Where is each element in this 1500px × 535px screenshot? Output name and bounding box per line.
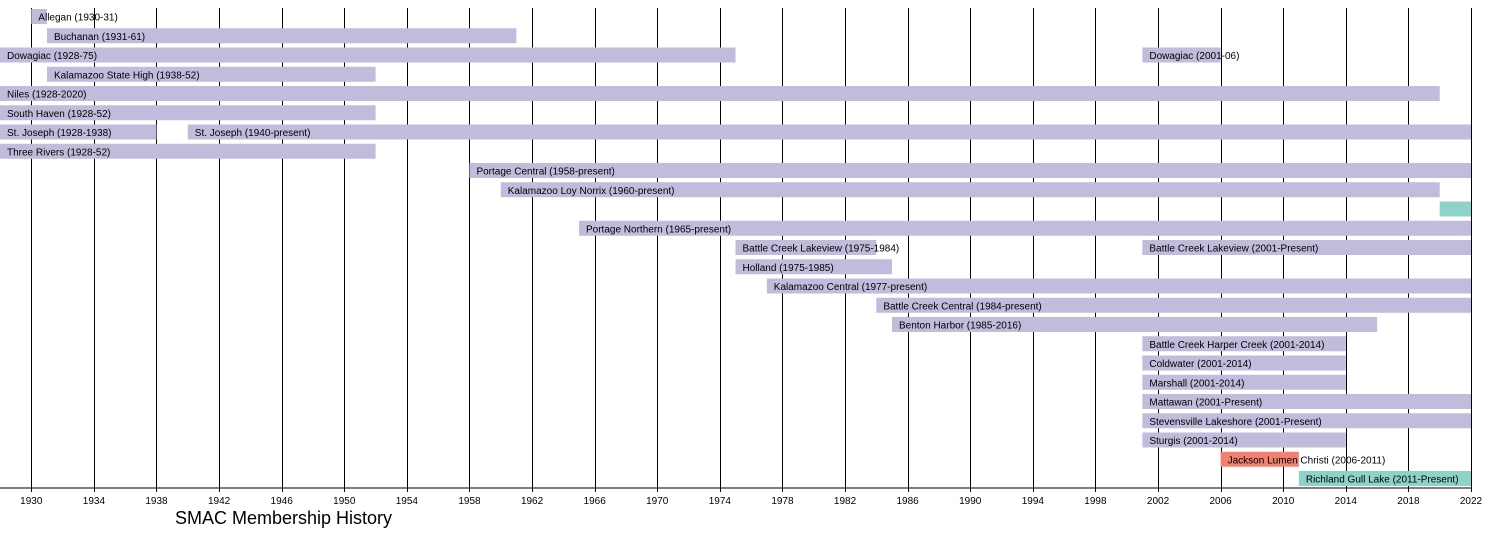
x-tick-label-1930: 1930 [20,496,43,507]
bar-label: Battle Creek Lakeview (1975-1984) [743,244,900,255]
x-tick-label-1994: 1994 [1022,496,1045,507]
x-tick-label-1934: 1934 [83,496,106,507]
bar-label: Kalamazoo Central (1977-present) [774,282,927,293]
chart-title: SMAC Membership History [175,508,392,528]
x-tick-label-1942: 1942 [208,496,231,507]
bar-label: St. Joseph (1928-1938) [7,128,112,139]
bar-label: Benton Harbor (1985-2016) [899,321,1021,332]
timeline-bar [766,278,1471,294]
bar-label: Allegan (1930-31) [38,13,118,24]
bar-label: Holland (1975-1985) [743,263,834,274]
bar-label: Kalamazoo State High (1938-52) [54,70,200,81]
bar-label: Battle Creek Harper Creek (2001-2014) [1149,340,1324,351]
x-tick-label-1950: 1950 [333,496,356,507]
bar-label: Sturgis (2001-2014) [1149,436,1237,447]
timeline-bar [891,317,1378,332]
bar-label: Buchanan (1931-61) [54,32,145,43]
x-tick-label-1998: 1998 [1084,496,1107,507]
timeline-bar [500,182,1440,198]
bar-label: Dowagiac (1928-75) [7,51,97,62]
bar-label: Dowagiac (2001-06) [1149,51,1239,62]
bar-label: Stevensville Lakeshore (2001-Present) [1149,417,1321,428]
timeline-bar [1298,471,1471,486]
timeline-bar [469,163,1471,178]
timeline-bars [0,9,1471,486]
x-tick-label-1966: 1966 [584,496,607,507]
timeline-bar [1142,432,1346,448]
x-tick-label-2022: 2022 [1460,496,1483,507]
timeline-bar [0,124,157,140]
timeline-bar [187,124,1471,140]
x-tick-label-1978: 1978 [771,496,794,507]
timeline-bar [46,66,376,82]
x-tick-label-1970: 1970 [646,496,669,507]
timeline-bar [735,240,877,255]
timeline-bar [1142,394,1471,409]
timeline-bar [31,9,47,24]
timeline-bar [1220,451,1299,467]
x-tick-label-1982: 1982 [834,496,857,507]
timeline-bar [0,143,376,159]
timeline-bar [1142,240,1471,255]
bar-label: Kalamazoo Loy Norrix (1960-present) [508,186,675,197]
x-tick-label-2002: 2002 [1147,496,1170,507]
bar-label: Portage Central (1958-present) [476,167,614,178]
timeline-bar [1142,355,1346,371]
timeline-bar [876,297,1471,313]
bar-label: Battle Creek Lakeview (2001-Present) [1149,244,1318,255]
bar-label: Niles (1928-2020) [7,90,87,101]
timeline-bar [1142,47,1221,63]
bar-labels: Allegan (1930-31) Buchanan (1931-61) Dowag… [7,13,1459,486]
x-tick-label-1974: 1974 [709,496,732,507]
timeline-bar [1439,201,1471,217]
timeline-bar [735,259,892,275]
bar-label: Jackson Lumen Christi (2006-2011) [1228,455,1386,466]
x-axis-ticks: 1930 1934 1938 1942 1946 1950 1954 1958 1962 1966… [20,496,1482,507]
bar-label: Richland Gull Lake (2011-Present) [1306,475,1459,486]
x-tick-label-2006: 2006 [1209,496,1232,507]
bar-label: Marshall (2001-2014) [1149,378,1244,389]
timeline-bar [46,28,517,44]
x-tick-label-1986: 1986 [897,496,920,507]
x-tick-label-1938: 1938 [145,496,168,507]
bar-label: St. Joseph (1940-present) [195,128,311,139]
bar-label: Mattawan (2001-Present) [1149,398,1262,409]
bar-label: Coldwater (2001-2014) [1149,359,1251,370]
timeline-bar [1142,413,1471,429]
timeline-bar [579,220,1471,236]
x-tick-label-1946: 1946 [271,496,294,507]
timeline-bar [1142,336,1346,352]
x-tick-label-1954: 1954 [396,496,419,507]
bar-label: Battle Creek Central (1984-present) [883,301,1041,312]
bar-label: Three Rivers (1928-52) [7,147,110,158]
timeline-bar [1142,374,1346,390]
bar-label: South Haven (1928-52) [7,109,111,120]
x-tick-label-2018: 2018 [1397,496,1420,507]
timeline-bar [0,86,1440,101]
x-tick-label-1962: 1962 [521,496,544,507]
x-tick-label-1958: 1958 [458,496,481,507]
x-tick-label-2014: 2014 [1335,496,1358,507]
timeline-bar [0,47,736,63]
timeline-bar [0,105,376,121]
bar-label: Portage Northern (1965-present) [586,224,731,235]
x-tick-label-2010: 2010 [1272,496,1295,507]
x-tick-label-1990: 1990 [959,496,982,507]
